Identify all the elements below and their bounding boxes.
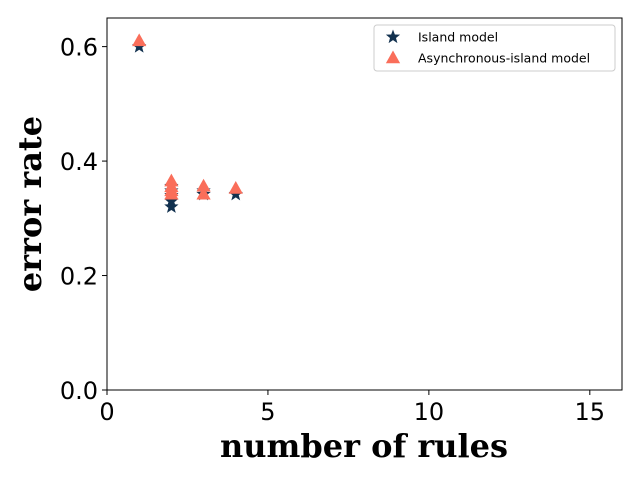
ticks: 0 5 10 15 0.0 0.2 0.4 0.6 (60, 34, 605, 426)
series-async-island (132, 33, 243, 200)
series-island (132, 39, 243, 213)
data-point (164, 199, 179, 213)
legend-box (373, 24, 616, 72)
legend: Island model Asynchronous-island model (373, 24, 616, 72)
legend-marker (385, 29, 401, 44)
x-axis-title: number of rules (220, 427, 508, 465)
legend-label: Island model (418, 30, 498, 45)
data-point (196, 186, 211, 200)
y-tick-label: 0.0 (60, 377, 98, 405)
x-tick-label: 0 (99, 398, 114, 426)
y-tick-label: 0.2 (60, 263, 98, 291)
x-tick-label: 10 (414, 398, 445, 426)
data-points (132, 33, 243, 213)
y-tick-label: 0.4 (60, 148, 98, 176)
x-tick-label: 5 (260, 398, 275, 426)
y-tick-label: 0.6 (60, 34, 98, 62)
data-point (228, 181, 243, 194)
data-point (164, 186, 179, 200)
legend-marker (385, 50, 401, 64)
data-point (196, 178, 211, 192)
legend-label: Asynchronous-island model (418, 51, 590, 66)
data-point (132, 33, 147, 47)
plot-frame (106, 17, 623, 391)
y-axis-title: error rate (11, 116, 49, 292)
axes (106, 17, 623, 391)
x-tick-label: 15 (575, 398, 606, 426)
